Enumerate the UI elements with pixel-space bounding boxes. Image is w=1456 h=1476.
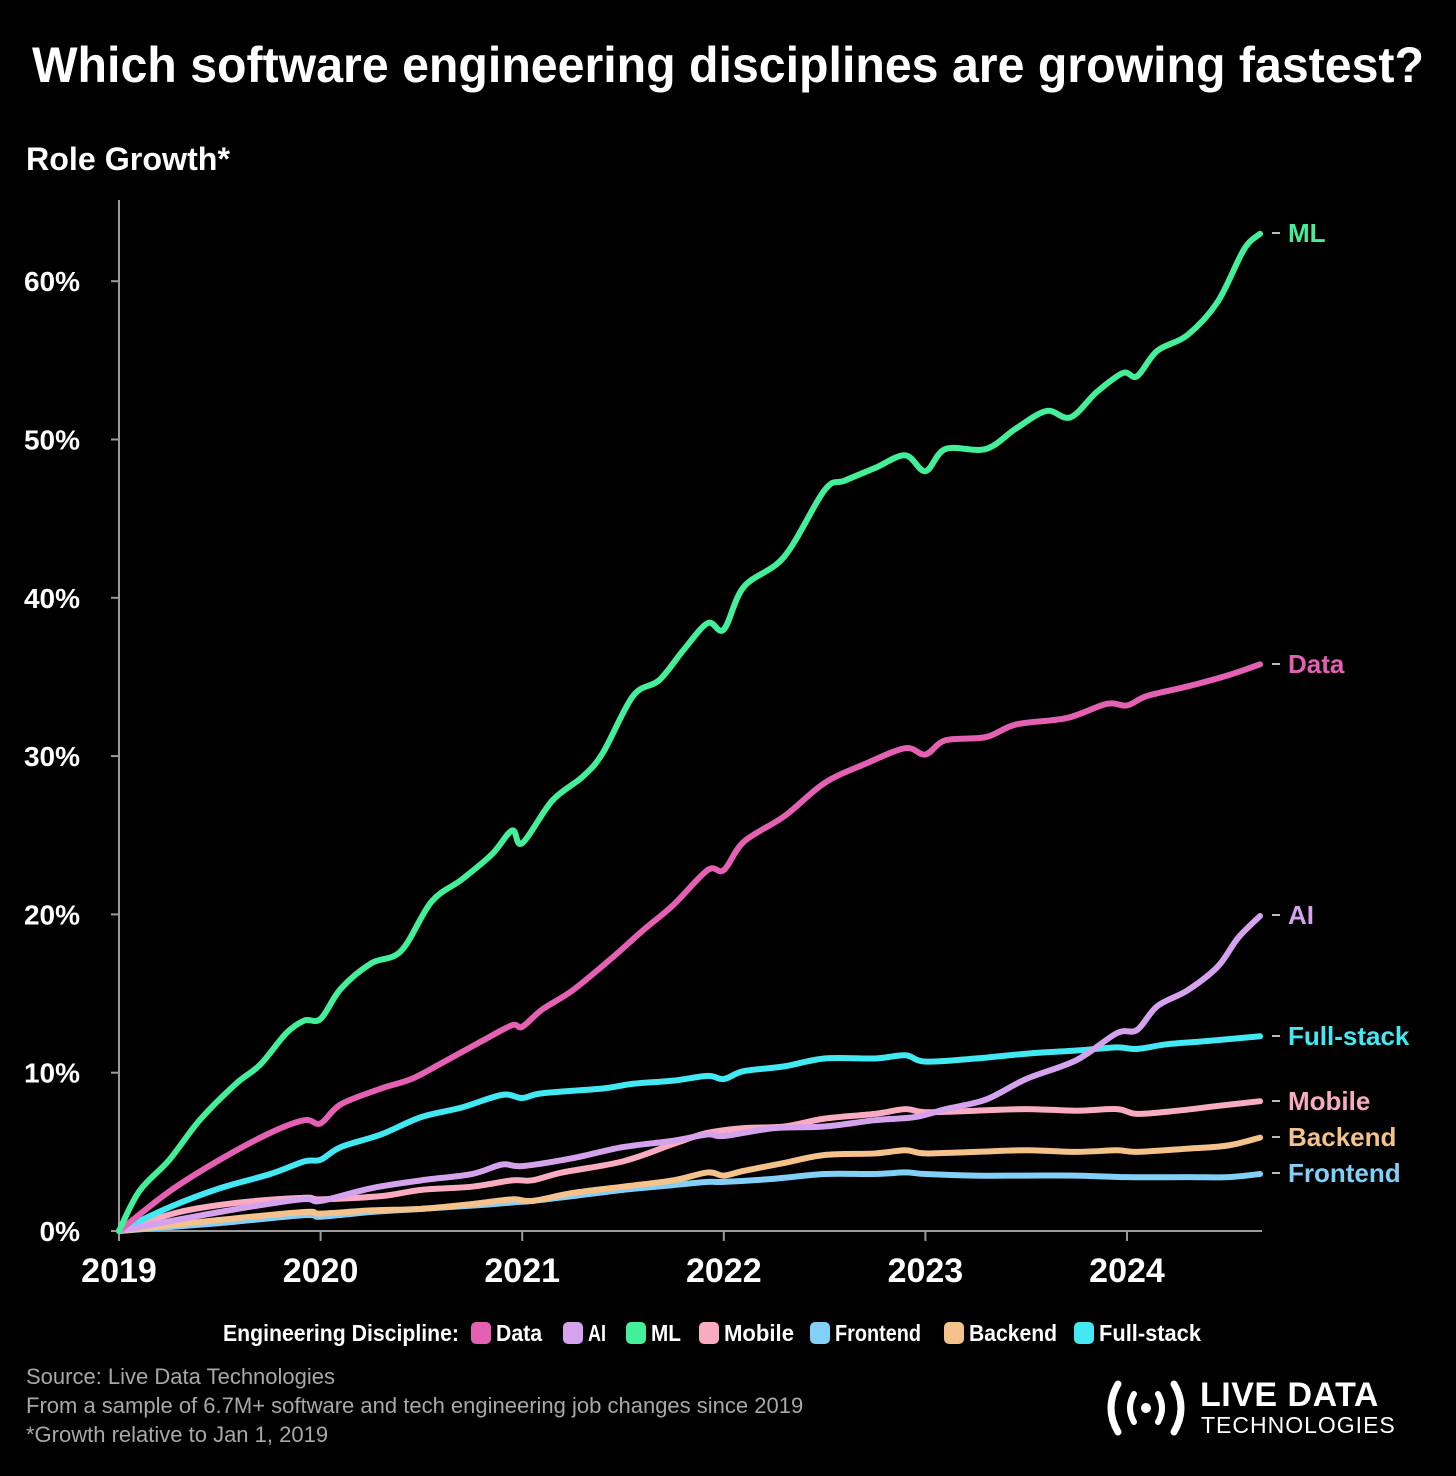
legend-label: Frontend — [835, 1320, 921, 1346]
legend-item-backend: Backend — [944, 1320, 1057, 1346]
legend-swatch — [810, 1322, 830, 1344]
legend-item-full-stack: Full-stack — [1074, 1320, 1201, 1346]
legend-swatch — [626, 1322, 646, 1344]
y-tick-label: 40% — [24, 583, 80, 614]
legend-swatch — [471, 1322, 491, 1344]
legend-item-mobile: Mobile — [699, 1320, 794, 1346]
y-tick-label: 50% — [24, 425, 80, 456]
end-label-backend: Backend — [1288, 1122, 1396, 1152]
legend-label: Full-stack — [1099, 1320, 1201, 1346]
y-tick-label: 60% — [24, 266, 80, 297]
legend-item-ai: AI — [563, 1320, 606, 1346]
legend-swatch — [1074, 1322, 1094, 1344]
legend-label: Data — [496, 1320, 542, 1346]
legend-swatch — [563, 1322, 583, 1344]
growth-note: *Growth relative to Jan 1, 2019 — [26, 1422, 329, 1447]
x-tick-label: 2023 — [888, 1252, 964, 1290]
y-tick-label: 20% — [24, 899, 80, 930]
series-line-full-stack — [116, 1033, 1264, 1234]
legend-label: AI — [588, 1320, 606, 1346]
legend-label: ML — [651, 1320, 681, 1346]
end-label-full-stack: Full-stack — [1288, 1021, 1410, 1051]
y-tick-label: 10% — [24, 1058, 80, 1089]
series-line-backend — [116, 1134, 1264, 1234]
legend-swatch — [944, 1322, 964, 1344]
end-label-ml: ML — [1288, 218, 1326, 248]
logo-line2: TECHNOLOGIES — [1201, 1412, 1396, 1438]
series-line-data — [116, 661, 1264, 1234]
legend-label: Mobile — [724, 1320, 794, 1346]
x-tick-label: 2019 — [81, 1252, 157, 1290]
legend-title: Engineering Discipline: — [223, 1320, 459, 1346]
live-data-logo: LIVE DATA TECHNOLOGIES — [1104, 1376, 1424, 1438]
legend-item-ml: ML — [626, 1320, 681, 1346]
x-tick-label: 2020 — [283, 1252, 359, 1290]
x-tick-label: 2024 — [1089, 1252, 1165, 1290]
legend-item-frontend: Frontend — [810, 1320, 921, 1346]
y-axis-label: Role Growth* — [26, 141, 231, 177]
legend-item-data: Data — [471, 1320, 542, 1346]
legend-swatch — [699, 1322, 719, 1344]
end-label-ai: AI — [1288, 900, 1314, 930]
series-line-ai — [116, 912, 1264, 1234]
x-tick-label: 2022 — [686, 1252, 762, 1290]
y-tick-label: 0% — [40, 1216, 81, 1247]
broadcast-icon — [1107, 1380, 1185, 1436]
x-tick-label: 2021 — [484, 1252, 560, 1290]
source-note: Source: Live Data Technologies — [26, 1364, 336, 1389]
end-label-frontend: Frontend — [1288, 1158, 1401, 1188]
series-line-ml — [116, 230, 1264, 1234]
y-tick-label: 30% — [24, 741, 80, 772]
end-label-mobile: Mobile — [1288, 1086, 1370, 1116]
legend-label: Backend — [969, 1320, 1057, 1346]
sample-note: From a sample of 6.7M+ software and tech… — [26, 1393, 804, 1418]
logo-line1: LIVE DATA — [1200, 1376, 1379, 1414]
end-label-data: Data — [1288, 649, 1345, 679]
chart-title: Which software engineering disciplines a… — [32, 37, 1424, 93]
